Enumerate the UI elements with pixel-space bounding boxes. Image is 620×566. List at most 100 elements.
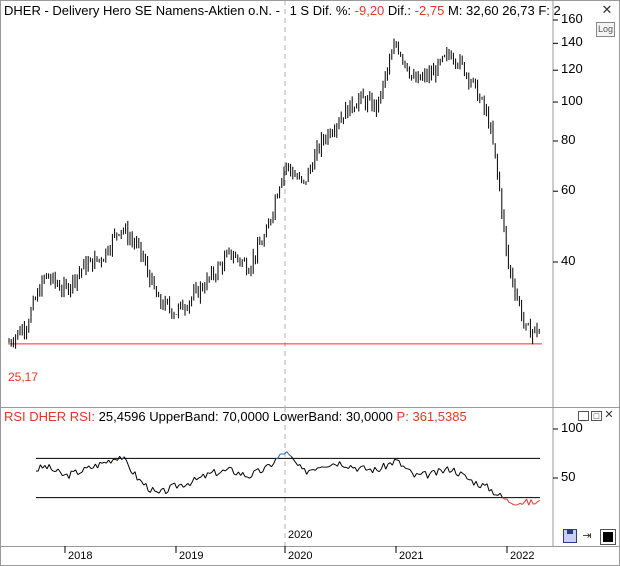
rsi-segment [363,465,367,471]
rsi-segment [398,460,402,467]
rsi-segment [99,461,103,464]
rsi-segment [330,463,334,467]
rsi-segment [293,459,296,463]
rsi-segment [277,453,281,459]
p-value: 361,5385 [412,409,467,424]
rsi-segment [376,469,380,473]
rsi-segment [457,471,462,477]
rsi-segment [79,471,83,474]
rsi-segment [51,469,54,472]
price-tick-label: 80 [561,132,576,147]
rsi-segment [46,464,50,470]
rsi-segment [125,459,129,466]
rsi-segment [537,499,541,503]
rsi-segment [224,468,228,472]
rsi-segment [231,467,235,475]
save-icon[interactable] [563,529,577,543]
price-chart [8,0,558,408]
rsi-segment [116,455,121,461]
log-scale-button[interactable]: Log [596,22,615,37]
rsi-segment [453,467,457,475]
instrument-title: DHER - Delivery Hero SE Namens-Aktien o.… [4,3,280,18]
rsi-segment [37,464,41,472]
rsi-segment [290,456,294,460]
year-marker-label: 2020 [288,529,313,541]
rsi-segment [216,473,219,477]
rsi-segment [167,485,171,492]
rsi-segment [264,464,268,468]
rsi-segment [339,461,343,467]
rsi-segment [535,501,538,505]
year-label: 2018 [68,550,93,562]
rsi-segment [407,468,411,471]
rsi-segment [227,466,230,470]
rsi-segment [387,462,391,465]
rsi-segment [189,481,193,487]
rsi-segment [502,497,505,500]
black-square-icon[interactable] [600,529,616,545]
rsi-segment [202,473,206,479]
rsi-segment [467,478,470,481]
rsi-segment [416,472,419,475]
rsi-segment [356,467,360,472]
rsi-segment [57,468,61,473]
f-label: F: 2 [538,3,561,18]
rsi-segment [260,471,263,474]
rsi-segment [121,456,125,461]
rsi-segment [103,461,107,464]
rsi-segment [332,463,336,466]
rsi-segment [286,451,290,455]
diff-pct-value: -9,20 [354,3,385,18]
rsi-segment [62,474,65,477]
rsi-segment [475,481,479,487]
rsi-segment [361,465,364,467]
rsi-segment [39,464,44,469]
rsi-segment [336,461,341,467]
rsi-segment [383,462,387,470]
rsi-segment [154,490,158,493]
price-header: DHER - Delivery Hero SE Namens-Aktien o.… [4,3,561,18]
rsi-segment [169,483,173,486]
rsi-segment [319,466,323,469]
rsi-segment [222,469,226,472]
rsi-segment [352,466,356,469]
rsi-segment [473,480,477,486]
rsi-segment [378,468,382,473]
close-rsi-button[interactable]: ✕ [604,409,614,421]
rsi-segment [191,477,195,483]
maximize-rsi-button[interactable]: □ [591,411,602,421]
rsi-segment [523,498,528,503]
rsi-segment [490,489,495,496]
rsi-segment [268,464,272,468]
upper-band-label: UpperBand: [149,409,219,424]
rsi-segment [508,501,512,504]
rsi-segment [464,474,468,480]
price-tick-label: 60 [561,182,576,198]
rsi-segment [403,465,406,469]
rsi-segment [359,465,362,469]
rsi-segment [302,467,305,470]
rsi-segment [90,467,94,470]
rsi-segment [510,502,514,506]
rsi-segment [482,482,486,486]
rsi-segment [92,463,96,469]
rsi-segment [42,465,46,469]
rsi-segment [427,473,431,479]
rsi-segment [368,468,371,471]
rsi-segment [97,462,101,469]
lower-band-value: 30,0000 [345,409,393,424]
rsi-segment [429,470,433,475]
rsi-segment [438,468,442,471]
close-price-panel-button[interactable]: ✕ [600,2,614,17]
rsi-segment [449,470,453,473]
rsi-segment [519,502,523,505]
rsi-segment [152,487,156,492]
rsi-segment [204,472,209,479]
minimize-rsi-button[interactable]: _ [578,411,589,421]
rsi-segment [141,481,145,486]
dock-icon[interactable]: ⇥ [582,530,592,542]
rsi-segment [235,471,239,476]
rsi-segment [401,465,404,467]
max-label: M: [447,3,463,18]
rsi-segment [354,467,358,472]
